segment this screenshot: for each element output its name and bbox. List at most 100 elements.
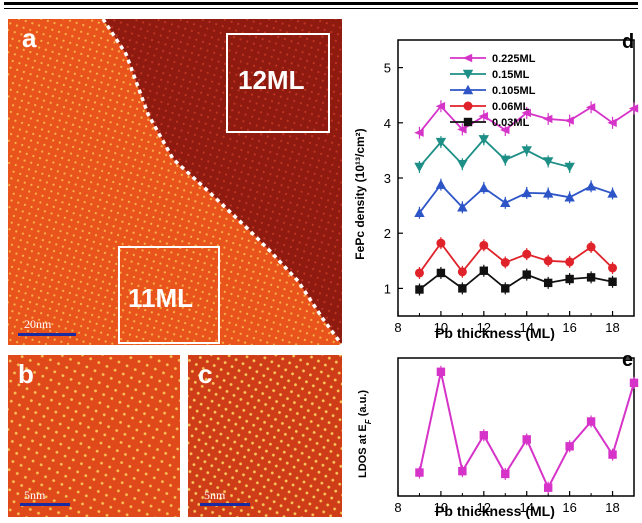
legend-marker bbox=[463, 101, 473, 111]
data-point bbox=[608, 450, 617, 459]
data-point bbox=[542, 114, 553, 124]
x-tick-label: 14 bbox=[519, 500, 533, 515]
plot-frame-e bbox=[397, 357, 635, 497]
x-axis-label-d: Pb thickness (ML) bbox=[435, 325, 555, 341]
data-point bbox=[436, 268, 446, 278]
data-point bbox=[628, 104, 639, 113]
legend-label: 0.03ML bbox=[492, 117, 530, 129]
y-axis-label-e: LDOS at EF (a.u.) bbox=[357, 390, 373, 478]
y-axis-label-d: FePc density (10¹³/cm²) bbox=[353, 128, 367, 259]
legend-label: 0.15ML bbox=[492, 69, 530, 81]
scale-label-c: 5nm bbox=[204, 488, 226, 502]
scale-bar-c bbox=[200, 503, 250, 506]
data-point bbox=[564, 116, 574, 125]
series-line-0.105ML bbox=[418, 183, 613, 214]
data-point bbox=[522, 435, 531, 444]
panel-label-c: c bbox=[198, 359, 213, 389]
data-point bbox=[586, 417, 596, 426]
data-point bbox=[543, 483, 553, 492]
x-tick-label: 18 bbox=[605, 320, 619, 335]
series-line-0.03ML bbox=[418, 269, 613, 291]
data-point bbox=[457, 160, 468, 170]
data-point bbox=[542, 157, 554, 167]
x-tick-label: 18 bbox=[605, 500, 619, 515]
legend-label: 0.105ML bbox=[492, 85, 536, 97]
x-tick-label: 8 bbox=[394, 320, 401, 335]
plot-frame-d bbox=[397, 39, 635, 317]
data-point bbox=[542, 188, 554, 198]
data-point bbox=[435, 102, 446, 111]
data-point bbox=[414, 162, 425, 173]
panel-label-a: a bbox=[22, 23, 37, 53]
panel-label-e: e bbox=[622, 350, 633, 371]
stm-image-b: b 5nm bbox=[8, 355, 180, 517]
data-point bbox=[607, 188, 618, 198]
data-point bbox=[629, 378, 639, 388]
data-point bbox=[414, 207, 425, 217]
data-point bbox=[586, 273, 596, 282]
data-point bbox=[500, 155, 511, 165]
x-tick-label: 16 bbox=[562, 320, 576, 335]
label-12ml: 12ML bbox=[238, 65, 305, 95]
data-point bbox=[436, 238, 446, 248]
x-tick-label: 10 bbox=[434, 500, 448, 515]
x-tick-label: 16 bbox=[562, 500, 576, 515]
x-axis-label-e: Pb thickness (ML) bbox=[435, 503, 555, 519]
legend-label: 0.225ML bbox=[492, 53, 536, 65]
data-point bbox=[414, 128, 424, 137]
data-point bbox=[457, 267, 467, 277]
data-point bbox=[457, 202, 468, 212]
data-point bbox=[501, 284, 510, 293]
data-point bbox=[479, 266, 489, 275]
data-point bbox=[479, 240, 489, 250]
scale-label-a: 20nm bbox=[24, 317, 52, 331]
stm-image-c: c 5nm bbox=[188, 355, 342, 517]
region-box-12ml bbox=[226, 33, 330, 133]
data-point bbox=[565, 257, 575, 267]
data-point bbox=[458, 466, 467, 476]
x-tick-label: 14 bbox=[519, 320, 533, 335]
panel-label-d: d bbox=[622, 31, 634, 53]
data-point bbox=[585, 103, 596, 112]
data-point bbox=[479, 431, 489, 440]
data-point bbox=[457, 125, 467, 134]
scale-bar-a bbox=[18, 333, 76, 336]
data-point bbox=[521, 146, 532, 156]
series-line-ldos bbox=[418, 371, 635, 491]
data-point bbox=[435, 137, 447, 148]
x-tick-label: 12 bbox=[477, 500, 491, 515]
legend-label: 0.06ML bbox=[492, 101, 530, 113]
legend-marker bbox=[462, 69, 474, 80]
legend-marker bbox=[463, 117, 473, 127]
data-point bbox=[586, 242, 596, 252]
y-tick-label: 2 bbox=[384, 226, 391, 241]
scale-label-b: 5nm bbox=[24, 488, 46, 502]
stm-image-a: a 12ML 11ML 20nm bbox=[8, 19, 342, 345]
data-point bbox=[565, 442, 574, 451]
legend-marker bbox=[462, 53, 473, 63]
data-point bbox=[414, 268, 424, 278]
data-point bbox=[521, 108, 531, 118]
data-point bbox=[478, 182, 490, 193]
data-point bbox=[607, 118, 617, 127]
data-point bbox=[501, 469, 510, 479]
y-tick-label: 4 bbox=[384, 116, 391, 131]
y-tick-label: 5 bbox=[384, 61, 391, 76]
data-point bbox=[522, 270, 531, 279]
data-point bbox=[543, 278, 553, 288]
series-line-0.06ML bbox=[418, 241, 614, 274]
data-point bbox=[608, 263, 618, 273]
scale-bar-b bbox=[20, 503, 70, 506]
data-point bbox=[564, 192, 575, 202]
data-point bbox=[478, 111, 489, 121]
data-point bbox=[500, 125, 510, 135]
panel-label-b: b bbox=[18, 359, 34, 389]
data-point bbox=[478, 135, 490, 145]
data-point bbox=[565, 274, 574, 284]
top-rule-thin bbox=[4, 8, 638, 9]
x-tick-label: 8 bbox=[394, 500, 401, 515]
data-point bbox=[564, 162, 575, 173]
x-tick-label: 10 bbox=[434, 320, 448, 335]
data-point bbox=[415, 468, 424, 477]
